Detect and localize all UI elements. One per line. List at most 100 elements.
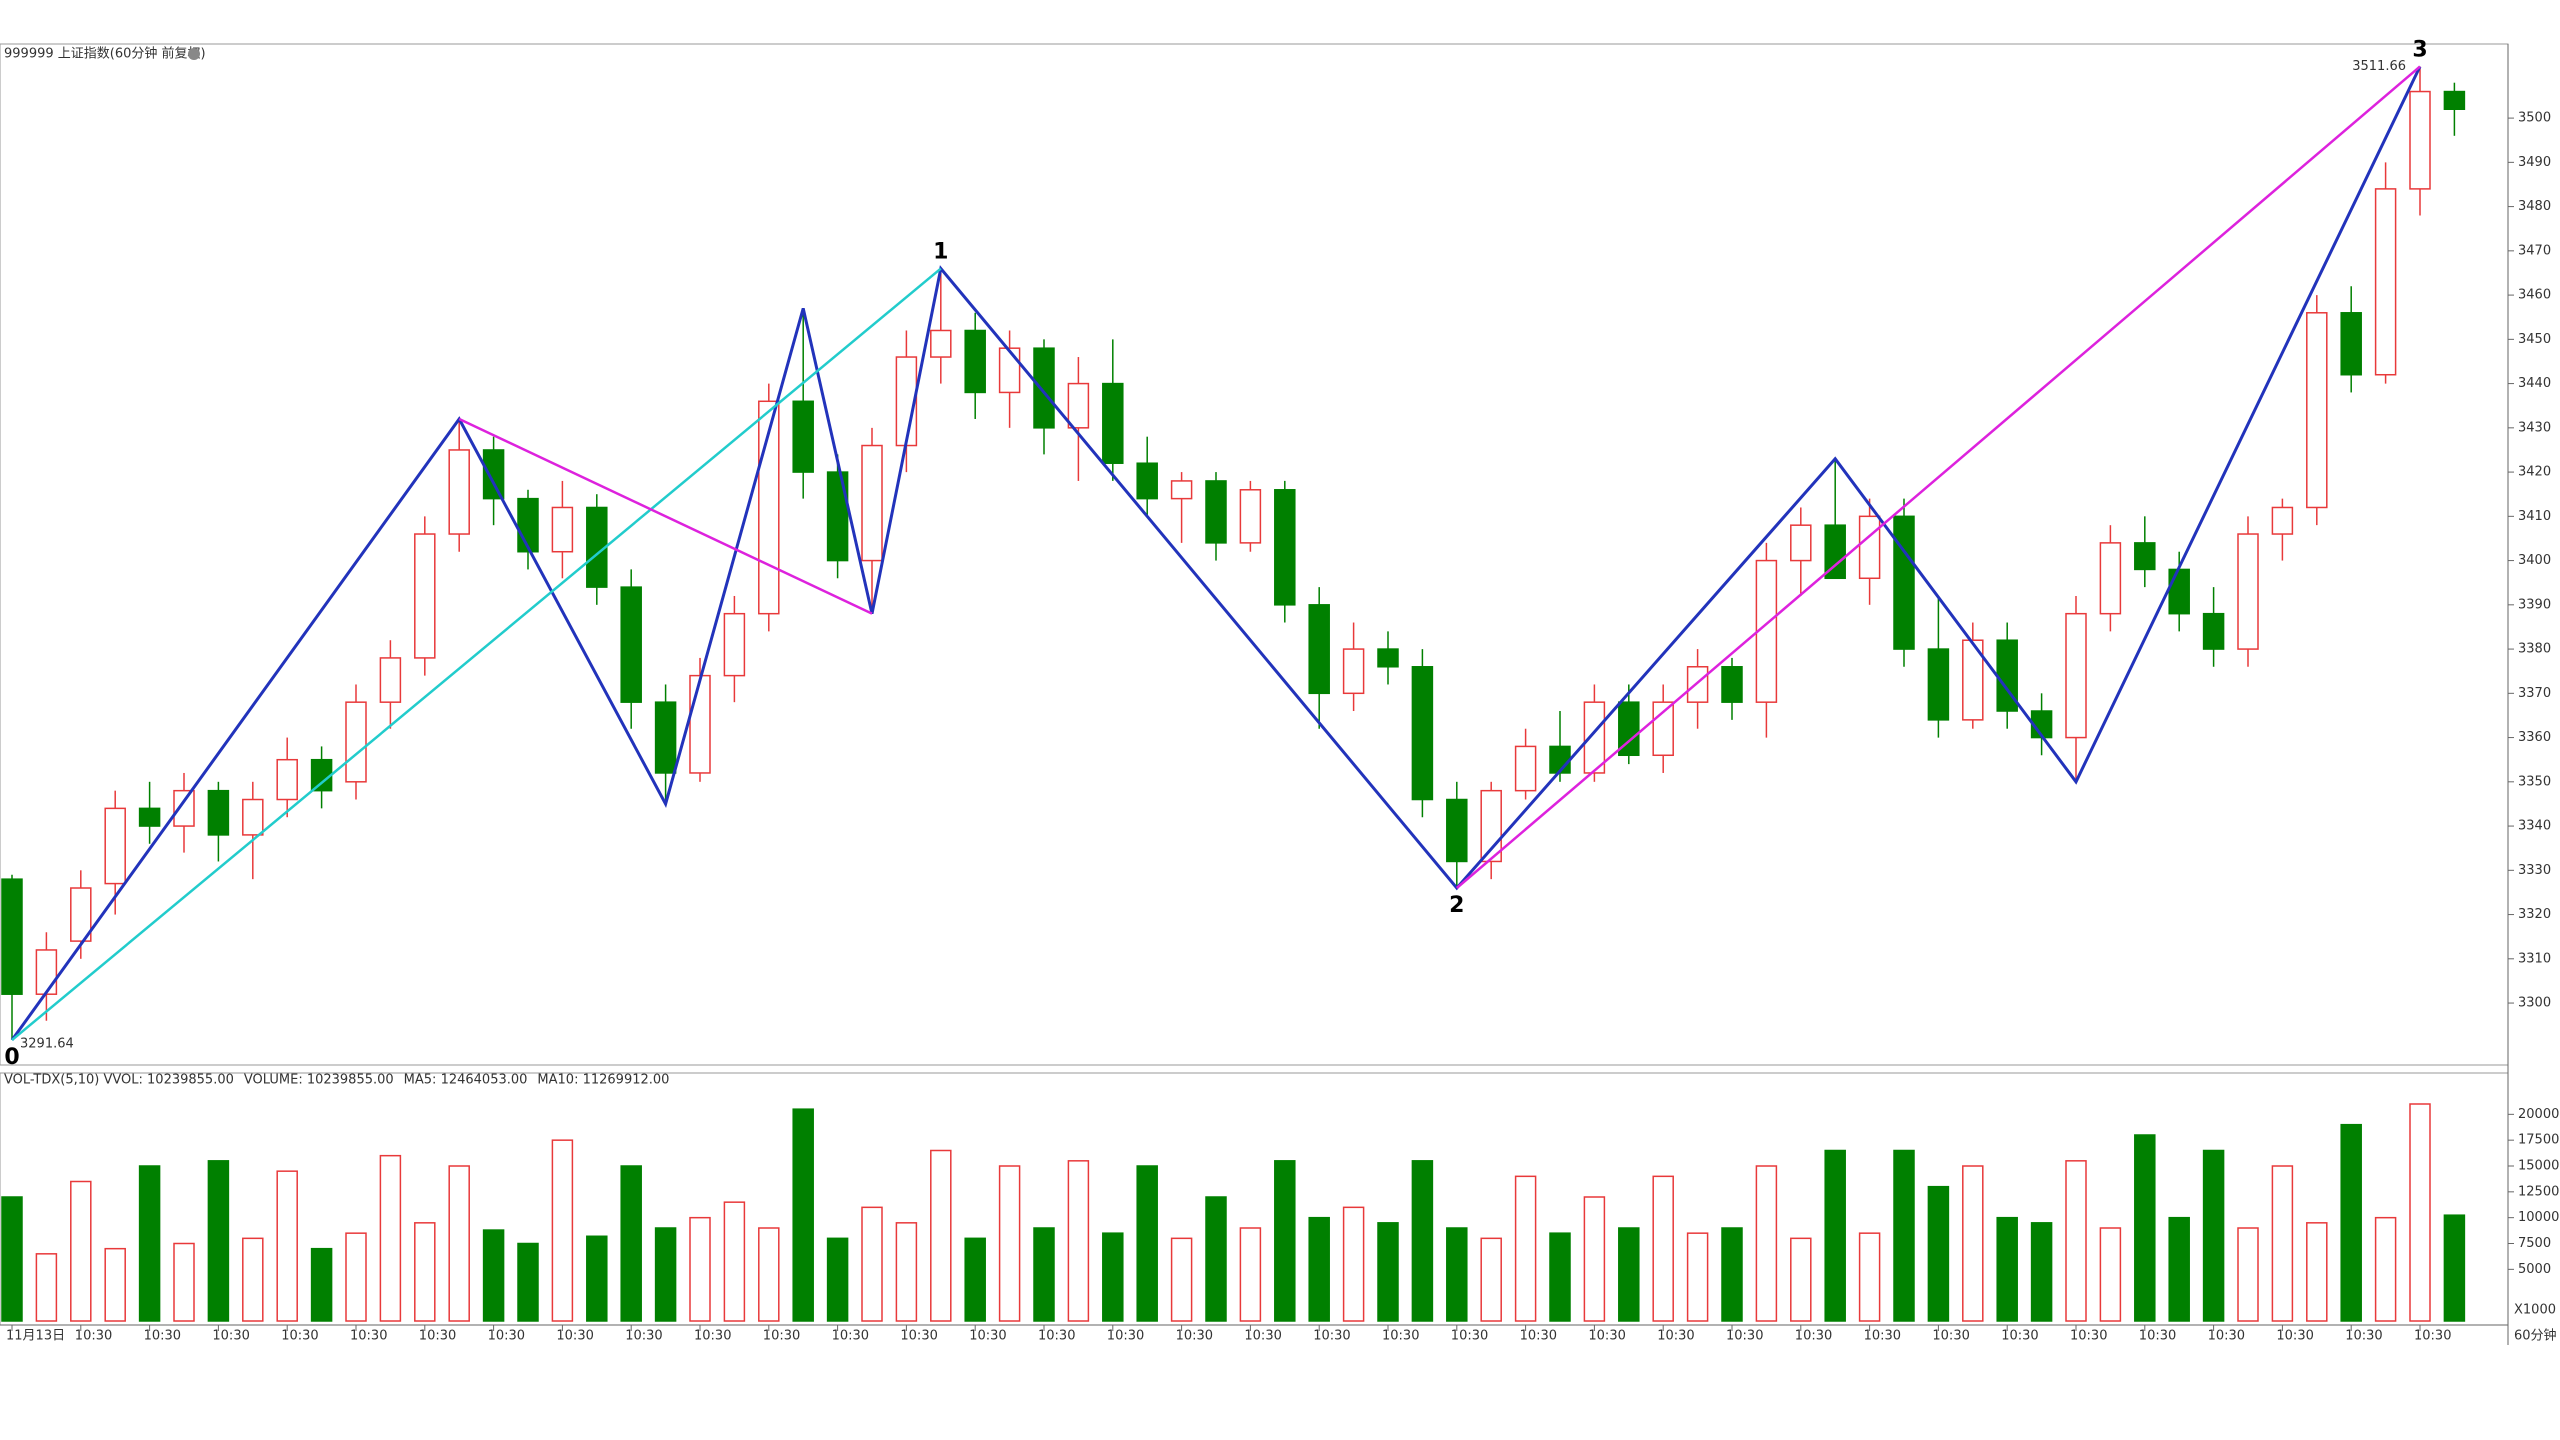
volume-bar [1858,1232,1881,1322]
x-tick-label: 10:30 [2139,1329,2176,1344]
volume-bar [1652,1175,1674,1322]
candle-body [964,329,986,394]
y-tick-label: 3360 [2518,730,2551,745]
y-tick-label: 3400 [2518,553,2551,568]
x-tick-label: 10:30 [2001,1329,2038,1344]
y-tick-label: 3440 [2518,376,2551,391]
volume-bar [70,1180,92,1322]
candle-body [998,347,1021,394]
period-label: 60分钟 [2514,1328,2557,1344]
volume-bar [2099,1227,2122,1322]
vol-y-tick-label: 10000 [2518,1210,2559,1225]
volume-header: MA5: 12464053.00 [404,1073,528,1088]
x-tick-label: 10:30 [1932,1329,1969,1344]
volume-bar [414,1222,436,1322]
candle-body [1136,462,1158,500]
candle-body [414,533,436,659]
candle-body [1446,798,1468,863]
candle-body [310,758,333,792]
volume-bar [517,1242,539,1322]
volume-bar [310,1247,333,1322]
volume-bar [1033,1227,1055,1322]
volume-bar [998,1165,1021,1322]
volume-bar [2030,1222,2053,1322]
volume-bar [1274,1160,1296,1322]
volume-bar [207,1160,230,1322]
candle-body [2306,312,2328,509]
y-tick-label: 3460 [2518,288,2551,303]
x-tick-label: 10:30 [419,1329,456,1344]
volume-bar [1411,1160,1434,1322]
candle-body [482,449,505,500]
volume-bar [448,1165,470,1322]
volume-bar [1824,1149,1846,1322]
volume-bar [138,1165,161,1322]
volume-bar [1927,1185,1950,1322]
y-tick-label: 3500 [2518,111,2551,126]
volume-bar [1893,1149,1915,1322]
trend-line [11,267,942,1042]
candle-body [70,887,92,942]
x-tick-label: 10:30 [2276,1329,2313,1344]
candle-body [104,807,126,885]
volume-bar [586,1235,608,1322]
y-tick-label: 3390 [2518,597,2551,612]
candle-body [1342,648,1365,695]
x-tick-label: 10:30 [1244,1329,1281,1344]
y-tick-label: 3310 [2518,951,2551,966]
vol-y-tick-label: 20000 [2518,1107,2559,1122]
candle-body [1514,745,1537,792]
volume-unit: X1000 [2514,1303,2556,1318]
volume-bar [1239,1227,1262,1322]
volume-header: VOL-TDX(5,10) VVOL: 10239855.00 [4,1073,234,1088]
candle-body [654,701,677,774]
x-tick-label: 10:30 [2414,1329,2451,1344]
volume-bar [2374,1216,2397,1322]
y-tick-label: 3430 [2518,420,2551,435]
candle-body [861,444,883,562]
x-tick-label: 10:30 [1726,1329,1763,1344]
volume-bar [1102,1232,1124,1322]
candle-body [1618,701,1640,757]
volume-bar [2134,1134,2156,1322]
x-tick-label: 10:30 [2345,1329,2382,1344]
x-tick-label: 10:30 [1313,1329,1350,1344]
y-tick-label: 3410 [2518,509,2551,524]
candle-body [2237,533,2259,650]
candle-body [1411,666,1434,801]
candle-body [207,789,230,836]
candle-body [2271,506,2294,535]
candle-body [345,701,367,783]
volume-bar [2443,1214,2466,1322]
candle-body [379,657,402,703]
volume-bar [1583,1196,1606,1322]
wave-label: 2 [1449,893,1464,918]
x-tick-label: 10:30 [1864,1329,1901,1344]
volume-bar [1618,1227,1640,1322]
candle-body [138,807,161,827]
x-tick-label: 10:30 [212,1329,249,1344]
volume-bar [173,1242,195,1322]
volume-bar [1514,1175,1537,1322]
volume-bar [792,1108,814,1322]
volume-bar [895,1222,918,1322]
volume-bar [242,1237,264,1322]
chart-title: 999999 上证指数(60分钟 前复权) [4,46,206,62]
zigzag-line [10,65,2422,1041]
volume-bar [1136,1165,1158,1322]
volume-header: MA10: 11269912.00 [537,1073,669,1088]
candle-body [1927,648,1950,721]
candle-body [1583,701,1606,774]
y-tick-label: 3320 [2518,907,2551,922]
y-tick-label: 3340 [2518,819,2551,834]
candle-body [1721,666,1743,703]
candle-body [826,471,849,562]
candle-body [448,449,470,535]
volume-bar [1342,1206,1365,1322]
x-tick-label: 10:30 [488,1329,525,1344]
candle-body [2409,90,2431,190]
volume-bar [964,1237,986,1322]
volume-header: VOLUME: 10239855.00 [244,1073,394,1088]
x-tick-label: 10:30 [1176,1329,1213,1344]
